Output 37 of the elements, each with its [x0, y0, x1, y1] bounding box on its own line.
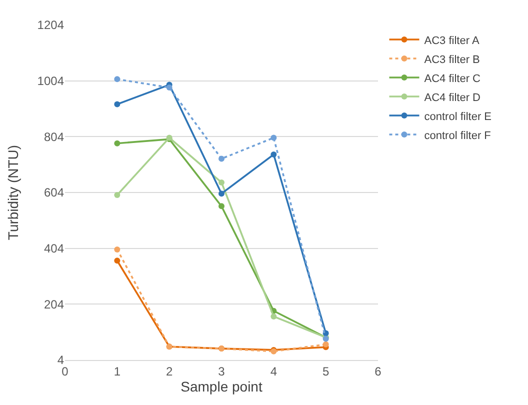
y-tick-label: 804 [44, 130, 64, 144]
legend-label: AC4 filter C [424, 72, 481, 85]
x-tick-label: 1 [114, 364, 121, 378]
y-tick-label: 404 [44, 242, 64, 256]
y-tick-label: 204 [44, 297, 64, 312]
point [270, 313, 277, 320]
y-tick-label: 1204 [37, 18, 64, 32]
point [114, 76, 120, 82]
y-tick-label: 604 [44, 186, 64, 200]
point [218, 179, 224, 186]
point [322, 341, 329, 348]
point [114, 246, 120, 252]
point [218, 156, 224, 162]
legend-label: control filter F [424, 130, 492, 142]
x-tick-label: 2 [166, 364, 173, 378]
legend-label: control filter E [424, 110, 492, 123]
legend-label: AC4 filter D [424, 92, 481, 104]
x-tick-label: 6 [374, 364, 382, 378]
point [218, 203, 224, 210]
x-tick-label: 0 [62, 364, 69, 378]
point [114, 140, 120, 146]
point [166, 84, 172, 91]
legend-label: AC3 filter A [424, 34, 480, 47]
point [114, 258, 120, 264]
legend-label: AC3 filter B [424, 54, 480, 66]
point [218, 190, 224, 197]
x-axis-title: Sample point [180, 378, 262, 394]
point [270, 152, 277, 158]
x-tick-label: 3 [218, 364, 226, 378]
y-tick-label: 1004 [37, 74, 64, 88]
y-axis-title: Turbidity (NTU) [4, 144, 21, 240]
x-tick-label: 4 [270, 364, 278, 378]
point [114, 192, 120, 198]
point [114, 101, 120, 108]
point [270, 134, 277, 141]
x-tick-label: 5 [322, 364, 330, 378]
y-tick-label: 4 [57, 353, 64, 368]
